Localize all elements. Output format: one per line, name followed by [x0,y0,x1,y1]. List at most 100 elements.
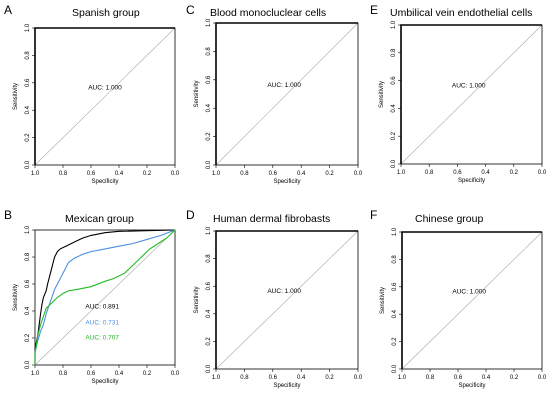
panel-letter: E [370,3,378,17]
x-tick-label: 0.4 [481,170,490,176]
x-tick-label: 0.0 [538,375,547,381]
x-tick-label: 0.2 [143,371,152,377]
x-tick-label: 0.2 [325,375,334,381]
x-tick-label: 0.0 [538,170,547,176]
reference-diagonal-line [400,24,543,165]
y-tick-label: 0.2 [391,131,397,140]
x-tick-label: 0.8 [426,375,435,381]
chart-title: Umbilical vein endothelial cells [390,7,532,19]
x-tick-label: 0.0 [171,171,180,177]
y-tick-label: 0.4 [392,309,398,318]
x-axis-label: Specificity [273,179,300,185]
x-tick-label: 0.0 [354,171,363,177]
chart-title: Spanish group [72,7,140,19]
panel-a: A Spanish group 1.0 0.8 0.6 0.4 0.2 0.0 0.0 0.2 0.… [4,3,180,185]
roc-curve-line [34,229,176,365]
chart-title: Mexican group [65,213,134,225]
x-tick-label: 0.4 [115,371,124,377]
y-tick-label: 0.4 [206,309,212,318]
x-axis-label: Specificity [458,383,485,389]
reference-diagonal-line [215,22,359,166]
y-axis-label: Sensitivity [13,83,19,110]
y-tick-label: 0.0 [391,159,397,168]
y-tick-label: 0.0 [206,364,212,373]
y-tick-label: 1.0 [391,20,397,29]
roc-curve-line [34,27,175,165]
auc-label: AUC: 1.000 [452,83,486,90]
x-tick-label: 0.6 [269,171,278,177]
x-tick-label: 1.0 [212,375,221,381]
roc-curve-line [215,230,358,369]
y-tick-label: 0.2 [392,337,398,346]
y-axis-label: Sensitivity [13,284,19,311]
reference-diagonal-line [401,231,543,370]
x-tick-label: 0.8 [59,371,68,377]
y-tick-label: 0.8 [25,51,31,60]
auc-label: AUC: 0.731 [85,320,119,327]
y-tick-label: 0.2 [25,133,31,142]
x-tick-label: 0.6 [269,375,278,381]
x-tick-label: 1.0 [397,170,406,176]
y-tick-label: 1.0 [206,226,212,235]
x-tick-label: 0.6 [453,170,462,176]
y-tick-label: 0.8 [391,48,397,57]
reference-diagonal-line [215,230,359,370]
roc-curve-line [34,229,176,365]
y-tick-label: 0.4 [391,104,397,113]
auc-label: AUC: 0.891 [85,303,119,310]
y-tick-label: 0.0 [25,160,31,169]
x-tick-label: 0.4 [297,375,306,381]
x-axis-label: Specificity [458,178,485,184]
x-tick-label: 0.4 [482,375,491,381]
y-tick-label: 0.4 [25,306,31,315]
x-tick-label: 0.4 [297,171,306,177]
auc-label: AUC: 1.000 [452,289,486,296]
y-tick-label: 0.6 [391,76,397,85]
x-tick-label: 0.8 [240,171,249,177]
x-tick-label: 1.0 [31,171,40,177]
x-tick-label: 0.6 [454,375,463,381]
reference-diagonal-line [34,27,176,166]
y-tick-label: 0.8 [25,252,31,261]
x-tick-label: 0.6 [87,371,96,377]
x-axis-label: Specificity [91,179,118,185]
y-tick-label: 1.0 [206,18,212,27]
panel-b: B Mexican group 1.0 0.8 0.6 0.4 0.2 0.0 0.0 0.2 0.… [4,208,180,385]
y-axis-label: Sensitivity [194,80,200,107]
x-tick-label: 0.0 [354,375,363,381]
roc-curve-line [401,231,542,369]
y-tick-label: 0.2 [206,132,212,141]
panel-letter: D [186,208,195,222]
y-axis-label: Sensitivity [380,287,386,314]
panel-letter: B [4,208,12,222]
y-tick-label: 0.0 [25,360,31,369]
x-tick-label: 0.2 [510,375,519,381]
plot-frame [34,229,176,366]
auc-label: AUC: 0.707 [85,334,119,341]
y-axis-label: Sensitivity [379,81,385,108]
y-axis-label: Sensitivity [194,286,200,313]
x-tick-label: 0.6 [87,171,96,177]
y-tick-label: 0.6 [25,279,31,288]
auc-label: AUC: 1.000 [267,288,301,295]
y-tick-label: 0.6 [206,75,212,84]
panel-letter: F [370,208,377,222]
x-tick-label: 0.2 [325,171,334,177]
y-tick-label: 0.4 [206,103,212,112]
x-tick-label: 1.0 [31,371,40,377]
x-axis-label: Specificity [273,383,300,389]
x-tick-label: 0.4 [115,171,124,177]
x-tick-label: 0.8 [240,375,249,381]
panel-f: F Chinese group 1.0 0.8 0.6 0.4 0.2 0.0 0.0 0.2 0.… [370,208,547,389]
y-tick-label: 0.6 [392,282,398,291]
y-tick-label: 0.6 [25,78,31,87]
x-tick-label: 0.2 [510,170,519,176]
x-tick-label: 0.0 [171,371,180,377]
y-tick-label: 0.2 [206,337,212,346]
y-tick-label: 1.0 [25,23,31,32]
roc-curve-line [215,22,358,165]
y-tick-label: 0.8 [392,255,398,264]
